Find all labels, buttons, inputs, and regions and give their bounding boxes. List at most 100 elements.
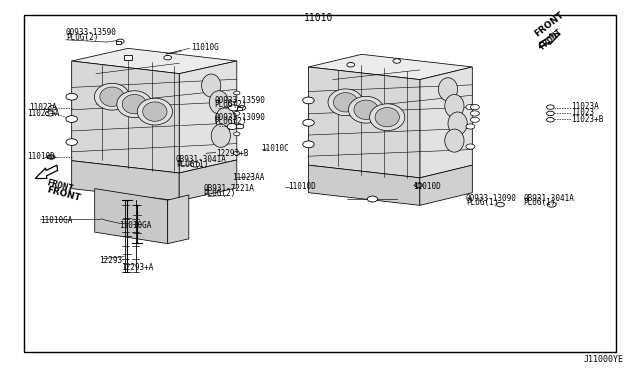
- Text: 11010C: 11010C: [261, 144, 289, 153]
- Circle shape: [238, 106, 246, 110]
- Circle shape: [497, 202, 504, 207]
- Text: FRONT: FRONT: [46, 178, 74, 194]
- Circle shape: [470, 117, 479, 122]
- Circle shape: [347, 62, 355, 67]
- Circle shape: [466, 105, 475, 110]
- Text: 11023AA: 11023AA: [232, 173, 264, 182]
- Text: PLUG(1): PLUG(1): [524, 198, 556, 207]
- Circle shape: [234, 112, 240, 115]
- Circle shape: [191, 162, 200, 167]
- Circle shape: [470, 111, 479, 116]
- Ellipse shape: [100, 87, 124, 106]
- Ellipse shape: [117, 91, 152, 118]
- Ellipse shape: [370, 104, 405, 131]
- Polygon shape: [540, 33, 560, 48]
- Text: 11023+B: 11023+B: [571, 115, 604, 124]
- Text: 11010G: 11010G: [191, 43, 218, 52]
- Circle shape: [49, 106, 56, 110]
- Circle shape: [547, 118, 554, 122]
- Circle shape: [234, 132, 240, 136]
- Ellipse shape: [445, 94, 464, 118]
- Polygon shape: [308, 67, 420, 178]
- Ellipse shape: [438, 78, 458, 101]
- Text: 11023: 11023: [571, 108, 594, 117]
- Text: 11010GA: 11010GA: [119, 221, 152, 230]
- Text: PLUG(1): PLUG(1): [176, 160, 209, 169]
- Text: 0B931-7221A: 0B931-7221A: [204, 185, 254, 193]
- Ellipse shape: [95, 83, 129, 110]
- Polygon shape: [179, 61, 237, 173]
- Polygon shape: [420, 165, 472, 205]
- Circle shape: [303, 97, 314, 104]
- Text: 0B931-3041A: 0B931-3041A: [524, 194, 574, 203]
- Polygon shape: [168, 195, 189, 244]
- Ellipse shape: [211, 124, 230, 147]
- Circle shape: [547, 105, 554, 109]
- Ellipse shape: [143, 102, 167, 121]
- FancyBboxPatch shape: [124, 55, 132, 60]
- Polygon shape: [95, 189, 168, 244]
- Circle shape: [234, 91, 240, 95]
- Text: FRONT: FRONT: [46, 185, 82, 202]
- Ellipse shape: [122, 94, 147, 114]
- Circle shape: [466, 124, 475, 129]
- Circle shape: [547, 111, 554, 116]
- Circle shape: [228, 105, 239, 111]
- Text: FRONT: FRONT: [538, 27, 564, 51]
- Polygon shape: [72, 61, 179, 173]
- Text: 00933-13590: 00933-13590: [66, 28, 116, 37]
- Circle shape: [547, 202, 556, 207]
- Text: PLUG(2): PLUG(2): [204, 189, 236, 198]
- Polygon shape: [72, 161, 179, 201]
- Ellipse shape: [209, 91, 228, 114]
- Circle shape: [45, 111, 54, 116]
- Text: 11010D: 11010D: [288, 182, 316, 191]
- Ellipse shape: [333, 93, 358, 112]
- Ellipse shape: [448, 112, 467, 135]
- Ellipse shape: [445, 129, 464, 152]
- Polygon shape: [308, 54, 472, 80]
- Circle shape: [466, 144, 475, 149]
- Ellipse shape: [348, 96, 384, 123]
- Text: 11023A: 11023A: [29, 103, 57, 112]
- FancyBboxPatch shape: [115, 41, 122, 44]
- Ellipse shape: [202, 74, 221, 97]
- Polygon shape: [179, 160, 237, 201]
- Text: PLUG(2): PLUG(2): [214, 118, 247, 126]
- Polygon shape: [35, 165, 58, 179]
- Circle shape: [227, 124, 237, 129]
- Circle shape: [367, 196, 378, 202]
- Text: 11023A: 11023A: [571, 102, 598, 111]
- Circle shape: [47, 155, 55, 159]
- Text: 11010D: 11010D: [28, 153, 55, 161]
- Ellipse shape: [216, 108, 235, 131]
- Circle shape: [470, 105, 479, 110]
- Circle shape: [234, 151, 240, 155]
- Circle shape: [66, 116, 77, 122]
- Circle shape: [303, 141, 314, 148]
- Circle shape: [303, 119, 314, 126]
- Text: 12293+A: 12293+A: [122, 263, 154, 272]
- Circle shape: [116, 39, 124, 44]
- Text: 00933-13590: 00933-13590: [214, 96, 265, 105]
- Text: 11010D: 11010D: [413, 182, 441, 191]
- Circle shape: [415, 183, 422, 187]
- Text: 12293+B: 12293+B: [216, 149, 249, 158]
- Polygon shape: [72, 48, 237, 74]
- Text: 11010: 11010: [304, 13, 333, 23]
- Text: J11000YE: J11000YE: [584, 355, 624, 364]
- FancyBboxPatch shape: [237, 107, 242, 110]
- Text: 11023+A: 11023+A: [27, 109, 60, 118]
- Ellipse shape: [138, 98, 173, 125]
- Ellipse shape: [375, 108, 399, 127]
- Ellipse shape: [328, 89, 364, 116]
- Text: PLUG(2): PLUG(2): [214, 100, 247, 109]
- Text: PLUG(2): PLUG(2): [66, 33, 99, 42]
- Circle shape: [66, 93, 77, 100]
- Polygon shape: [308, 165, 420, 205]
- Circle shape: [164, 55, 172, 60]
- Text: 0B931-3041A: 0B931-3041A: [176, 155, 227, 164]
- Ellipse shape: [354, 100, 378, 119]
- Text: 00933-13090: 00933-13090: [214, 113, 265, 122]
- Text: 00933-13090: 00933-13090: [466, 194, 516, 203]
